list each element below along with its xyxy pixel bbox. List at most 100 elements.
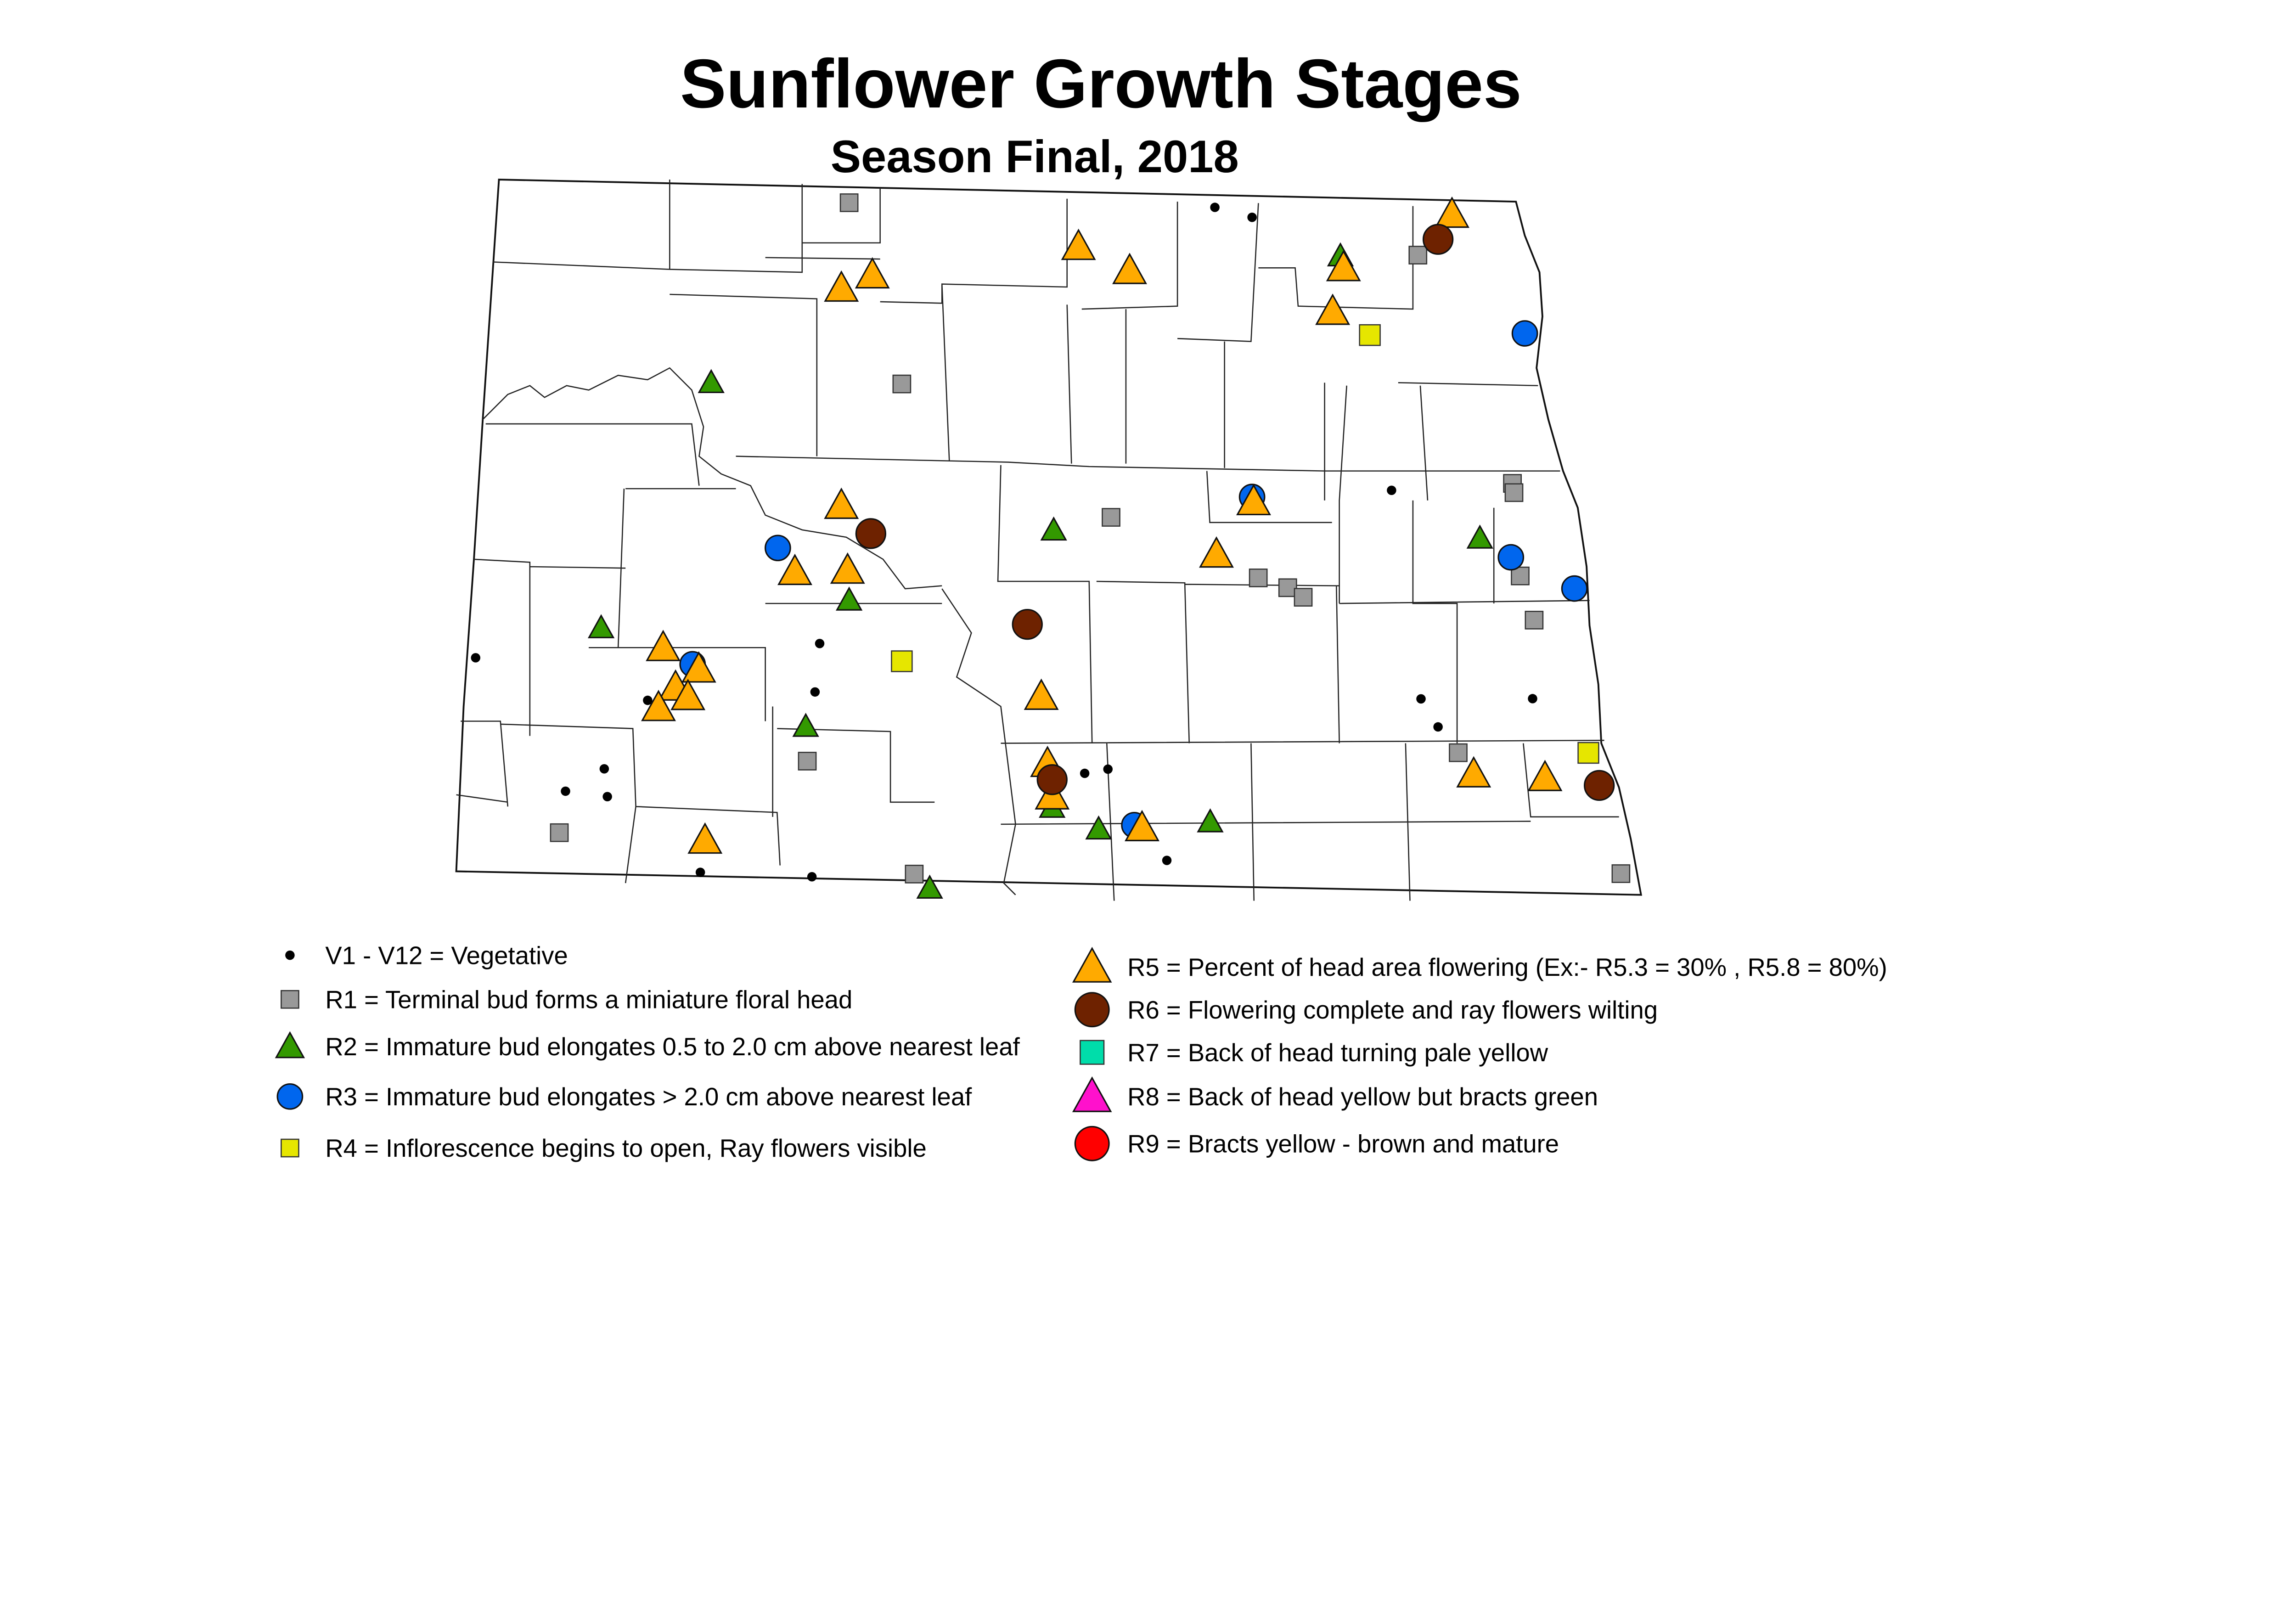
marker-r2: [792, 713, 819, 737]
marker-r5: [777, 553, 812, 585]
marker-v: [471, 653, 481, 663]
marker-v: [1103, 764, 1113, 774]
marker-v: [810, 687, 820, 697]
marker-r1: [839, 193, 859, 212]
marker-r6: [855, 518, 887, 549]
marker-r5: [646, 630, 681, 661]
legend: V1 - V12 = Vegetative R1 = Terminal bud f…: [275, 941, 1887, 1162]
marker-v: [643, 695, 653, 705]
marker-r6: [1422, 224, 1454, 255]
marker-r2: [1040, 516, 1067, 541]
marker-r1: [1408, 246, 1428, 265]
marker-v: [599, 764, 609, 774]
growth-stage-map: Sunflower Growth Stages Season Final, 20…: [275, 45, 1887, 1162]
marker-r3: [1497, 544, 1525, 571]
marker-v: [1528, 694, 1537, 704]
marker-r5: [1435, 196, 1469, 228]
missouri-river: [482, 367, 942, 590]
marker-r1: [798, 752, 817, 771]
marker-v: [815, 639, 825, 648]
map-title: Sunflower Growth Stages: [680, 45, 1522, 122]
marker-r1: [1504, 483, 1524, 502]
marker-v: [807, 872, 817, 882]
legend-label-r3: R3 = Immature bud elongates > 2.0 cm abo…: [325, 1083, 972, 1111]
marker-r5: [824, 270, 859, 302]
marker-r5: [855, 257, 890, 289]
legend-label-r5: R5 = Percent of head area flowering (Ex:…: [1127, 953, 1887, 981]
marker-v: [1247, 212, 1257, 222]
marker-r2: [698, 369, 725, 394]
legend-label-r4: R4 = Inflorescence begins to open, Ray f…: [325, 1134, 926, 1162]
marker-v: [1387, 485, 1396, 495]
marker-r6: [1012, 608, 1043, 640]
marker-r1: [1511, 566, 1530, 585]
marker-r1: [892, 374, 912, 394]
legend-symbol-r1: [281, 990, 299, 1009]
marker-r5: [1024, 678, 1059, 710]
observation-markers: [471, 193, 1631, 899]
marker-v: [1210, 203, 1220, 212]
legend-symbol-r8: [1072, 1076, 1112, 1112]
legend-symbol-r6: [1074, 992, 1110, 1028]
marker-r1: [1102, 508, 1120, 527]
marker-v: [1162, 856, 1172, 865]
marker-r1: [1449, 743, 1468, 762]
legend-symbol-r3: [276, 1083, 304, 1110]
marker-v: [695, 867, 705, 877]
marker-r5: [687, 822, 723, 854]
marker-r1: [905, 865, 924, 884]
marker-r3: [1511, 320, 1538, 347]
marker-r4: [1577, 742, 1599, 764]
marker-r6: [1036, 764, 1068, 795]
marker-v: [1433, 722, 1443, 732]
marker-r5: [670, 679, 706, 710]
marker-r5: [1236, 484, 1271, 516]
marker-r5: [1326, 250, 1361, 281]
legend-symbol-r9: [1074, 1126, 1110, 1161]
marker-r1: [1611, 864, 1631, 883]
marker-r5: [1456, 756, 1491, 788]
county-lines: [456, 180, 1619, 901]
marker-r1: [550, 823, 569, 842]
legend-label-r8: R8 = Back of head yellow but bracts gree…: [1127, 1083, 1598, 1111]
marker-r4: [1359, 324, 1381, 346]
legend-symbol-r4: [281, 1138, 299, 1158]
marker-r2: [1197, 808, 1224, 833]
marker-r5: [830, 552, 865, 584]
legend-label-r1: R1 = Terminal bud forms a miniature flor…: [325, 986, 852, 1014]
legend-symbol-v: [285, 950, 295, 960]
legend-symbol-r7: [1080, 1040, 1105, 1065]
legend-label-r9: R9 = Bracts yellow - brown and mature: [1127, 1130, 1559, 1158]
marker-r5: [1199, 536, 1234, 568]
legend-label-r2: R2 = Immature bud elongates 0.5 to 2.0 c…: [325, 1033, 1020, 1061]
legend-label-r7: R7 = Back of head turning pale yellow: [1127, 1039, 1548, 1067]
marker-r2: [587, 614, 615, 638]
marker-r1: [1249, 569, 1268, 587]
marker-r6: [1583, 770, 1615, 801]
marker-v: [1080, 768, 1090, 778]
marker-r1: [1278, 578, 1297, 597]
marker-r5: [1527, 760, 1563, 791]
marker-v: [602, 792, 612, 801]
legend-label-v: V1 - V12 = Vegetative: [325, 941, 568, 969]
marker-r4: [891, 650, 913, 672]
marker-r5: [1125, 810, 1159, 841]
map-subtitle: Season Final, 2018: [831, 131, 1239, 182]
legend-label-r6: R6 = Flowering complete and ray flowers …: [1127, 996, 1658, 1024]
marker-r5: [641, 690, 676, 721]
marker-r1: [1294, 588, 1313, 607]
legend-symbol-r2: [275, 1031, 305, 1058]
marker-r5: [1315, 293, 1351, 325]
marker-r2: [1085, 815, 1112, 840]
marker-r2: [916, 874, 943, 899]
marker-r2: [1466, 524, 1493, 549]
marker-r5: [681, 651, 716, 683]
marker-r5: [1061, 228, 1096, 260]
legend-symbol-r5: [1072, 946, 1112, 983]
marker-r2: [835, 586, 863, 611]
marker-v: [561, 786, 570, 796]
marker-r3: [765, 535, 791, 562]
marker-v: [1416, 694, 1426, 704]
marker-r1: [1525, 611, 1544, 630]
marker-r3: [1561, 575, 1588, 602]
